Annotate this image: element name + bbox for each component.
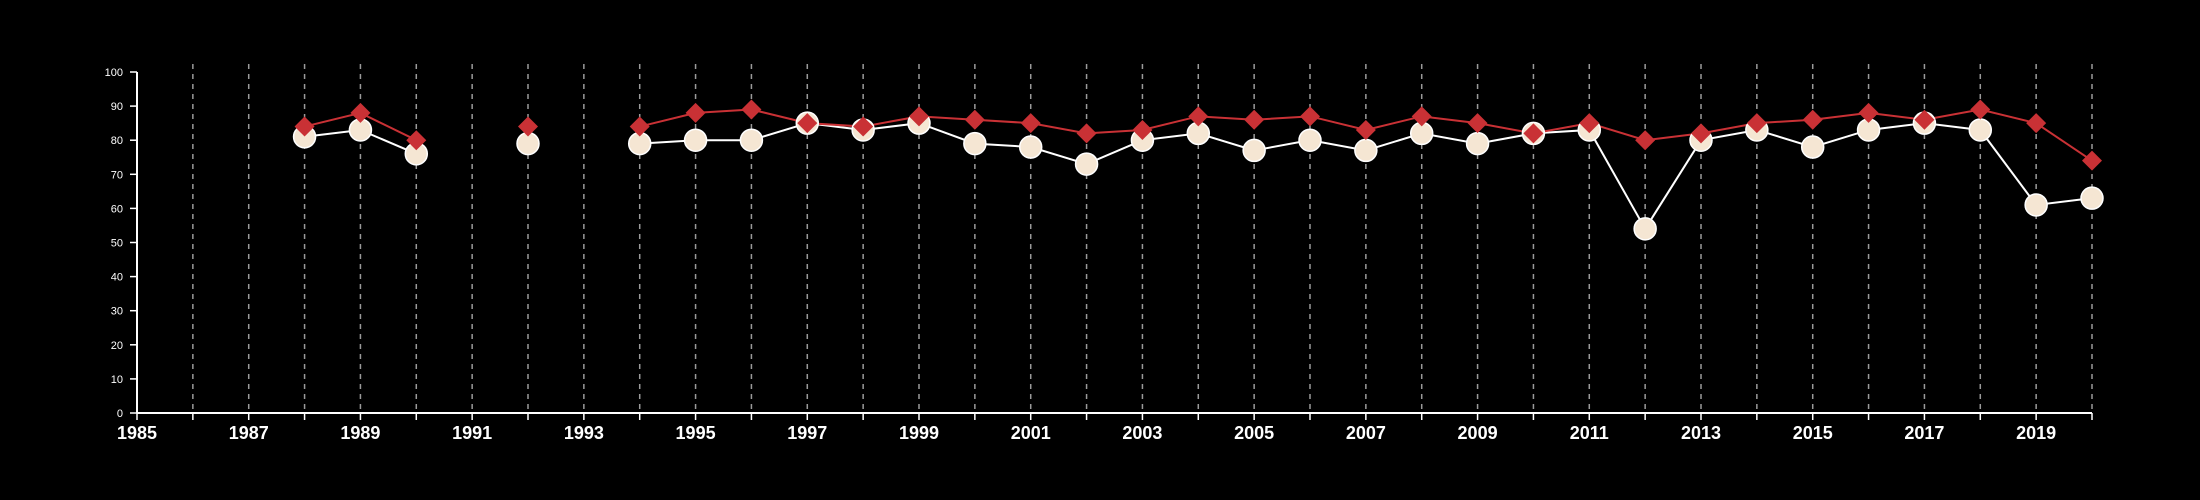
- data-point-diamond: [1020, 113, 1041, 134]
- x-tick-label: 2015: [1793, 423, 1833, 443]
- x-tick-label: 1989: [340, 423, 380, 443]
- data-point-circle: [1354, 138, 1378, 163]
- x-tick-label: 2001: [1011, 423, 1051, 443]
- data-point-circle: [1018, 135, 1043, 159]
- data-point-diamond: [1523, 123, 1544, 144]
- y-tick-label: 50: [111, 238, 123, 250]
- data-point-diamond: [1467, 113, 1488, 134]
- data-point-diamond: [741, 99, 762, 120]
- x-tick-label: 2007: [1346, 423, 1386, 443]
- x-tick-label: 1995: [676, 423, 716, 443]
- data-point-circle: [1074, 152, 1099, 176]
- data-point-diamond: [1858, 102, 1879, 123]
- y-tick-label: 80: [111, 135, 123, 147]
- data-point-circle: [1633, 217, 1657, 241]
- data-point-diamond: [2082, 150, 2102, 171]
- x-tick-label: 2019: [2016, 423, 2056, 443]
- data-point-circle: [683, 128, 708, 152]
- data-point-diamond: [1970, 99, 1991, 120]
- data-point-diamond: [853, 116, 874, 137]
- data-point-diamond: [518, 116, 538, 137]
- y-tick-label: 0: [117, 408, 123, 420]
- data-point-circle: [739, 128, 764, 152]
- data-point-diamond: [1132, 119, 1153, 140]
- x-tick-label: 1993: [564, 423, 604, 443]
- x-tick-label: 2003: [1122, 423, 1162, 443]
- series-layer: [292, 99, 2104, 241]
- data-point-diamond: [1244, 109, 1265, 130]
- data-point-circle: [2024, 193, 2048, 217]
- x-tick-label: 2009: [1458, 423, 1498, 443]
- data-point-diamond: [1579, 113, 1600, 134]
- y-tick-label: 70: [111, 169, 123, 181]
- x-tick-label: 1991: [452, 423, 492, 443]
- data-point-diamond: [629, 116, 650, 137]
- data-point-diamond: [797, 113, 818, 134]
- series-2-markers: [294, 99, 2102, 171]
- data-point-circle: [1968, 118, 1993, 142]
- x-axis: 1985 1987 1989 1991 1993 1995 1997 1999 2001 2003…: [117, 412, 2093, 443]
- x-tick-label: 2005: [1234, 423, 1274, 443]
- x-tick-label: 2013: [1681, 423, 1721, 443]
- x-tick-label: 1985: [117, 423, 157, 443]
- y-tick-label: 10: [111, 374, 123, 386]
- y-tick-label: 90: [111, 101, 123, 113]
- y-tick-label: 40: [111, 272, 123, 284]
- data-point-circle: [1465, 131, 1490, 156]
- y-tick-label: 100: [105, 67, 123, 79]
- data-point-circle: [1298, 128, 1322, 152]
- data-point-diamond: [1746, 113, 1767, 134]
- data-point-diamond: [1076, 123, 1097, 144]
- data-point-diamond: [964, 109, 985, 130]
- data-point-diamond: [1691, 123, 1711, 144]
- data-point-circle: [1242, 138, 1266, 163]
- data-point-diamond: [406, 130, 427, 151]
- data-point-diamond: [1355, 119, 1376, 140]
- data-point-diamond: [1914, 109, 1935, 130]
- y-axis: 0 10 20 30 40 50 60 70 80 90 100: [105, 67, 138, 420]
- data-point-circle: [963, 131, 987, 156]
- data-point-diamond: [350, 102, 371, 123]
- x-tick-label: 1987: [229, 423, 269, 443]
- y-tick-label: 30: [111, 306, 123, 318]
- data-point-circle: [2080, 186, 2104, 210]
- x-tick-label: 1997: [787, 423, 827, 443]
- y-tick-label: 20: [111, 340, 123, 352]
- data-point-diamond: [685, 102, 706, 123]
- data-point-circle: [1800, 135, 1825, 159]
- data-point-diamond: [1300, 106, 1320, 127]
- data-point-diamond: [1188, 106, 1209, 127]
- data-point-diamond: [1802, 109, 1823, 130]
- y-tick-label: 60: [111, 203, 123, 215]
- data-point-diamond: [909, 106, 929, 127]
- data-point-diamond: [1635, 130, 1656, 151]
- data-point-diamond: [1411, 106, 1432, 127]
- data-point-diamond: [294, 116, 315, 137]
- x-tick-label: 2011: [1570, 423, 1609, 443]
- x-tick-label: 1999: [899, 423, 939, 443]
- data-point-diamond: [2026, 113, 2047, 134]
- x-tick-label: 2017: [1904, 423, 1944, 443]
